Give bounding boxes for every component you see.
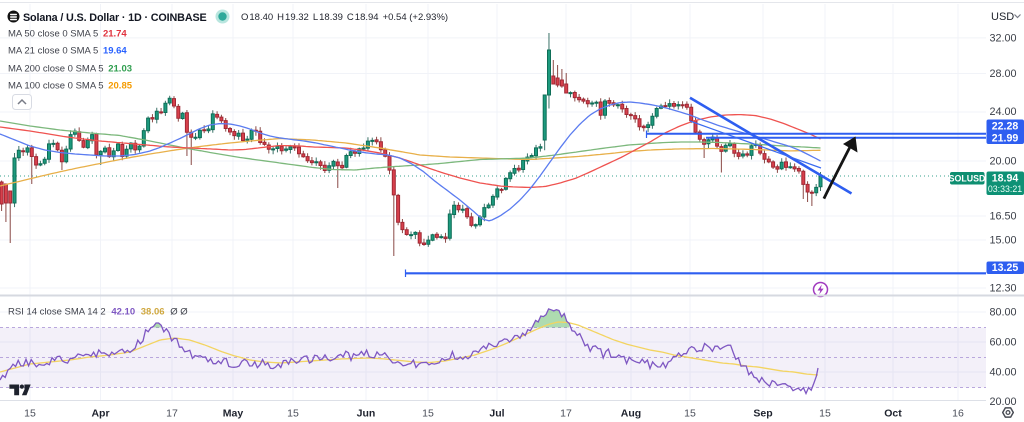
svg-text:24.00: 24.00 bbox=[989, 106, 1016, 118]
svg-text:May: May bbox=[223, 408, 244, 420]
svg-text:MA 200 close 0 SMA 5 21.03: MA 200 close 0 SMA 5 21.03 bbox=[8, 63, 132, 74]
svg-text:80.00: 80.00 bbox=[989, 307, 1016, 319]
svg-text:Solana / U.S. Dollar · 1D · CO: Solana / U.S. Dollar · 1D · COINBASE bbox=[23, 12, 207, 24]
svg-text:USD: USD bbox=[991, 11, 1014, 23]
svg-text:RSI 14 close SMA 14 2 42.10 38: RSI 14 close SMA 14 2 42.10 38.06 Ø Ø bbox=[8, 306, 188, 317]
svg-text:Oct: Oct bbox=[884, 408, 902, 420]
svg-text:15: 15 bbox=[24, 408, 36, 420]
svg-text:MA 50 close 0 SMA 5 21.74: MA 50 close 0 SMA 5 21.74 bbox=[8, 29, 127, 40]
svg-text:15: 15 bbox=[684, 408, 696, 420]
svg-text:MA 100 close 0 SMA 5 20.85: MA 100 close 0 SMA 5 20.85 bbox=[8, 81, 133, 92]
svg-text:40.00: 40.00 bbox=[989, 367, 1016, 379]
svg-text:17: 17 bbox=[166, 408, 178, 420]
svg-text:15: 15 bbox=[422, 408, 434, 420]
svg-text:03:33:21: 03:33:21 bbox=[988, 184, 1022, 194]
svg-text:28.00: 28.00 bbox=[989, 68, 1016, 80]
svg-text:Jul: Jul bbox=[489, 408, 504, 420]
svg-text:21.99: 21.99 bbox=[992, 132, 1019, 144]
svg-text:16.50: 16.50 bbox=[989, 210, 1016, 222]
svg-text:12.30: 12.30 bbox=[989, 283, 1016, 295]
svg-text:17: 17 bbox=[560, 408, 572, 420]
svg-text:Apr: Apr bbox=[91, 408, 109, 420]
svg-text:MA 21 close 0 SMA 5 19.64: MA 21 close 0 SMA 5 19.64 bbox=[8, 46, 127, 57]
svg-text:15.00: 15.00 bbox=[989, 234, 1016, 246]
svg-text:Aug: Aug bbox=[621, 408, 641, 420]
svg-text:60.00: 60.00 bbox=[989, 337, 1016, 349]
svg-text:15: 15 bbox=[287, 408, 299, 420]
svg-text:32.00: 32.00 bbox=[989, 32, 1016, 44]
svg-text:22.28: 22.28 bbox=[992, 121, 1019, 133]
svg-text:Jun: Jun bbox=[357, 408, 376, 420]
svg-text:20.00: 20.00 bbox=[989, 396, 1016, 408]
svg-text:Sep: Sep bbox=[753, 408, 772, 420]
svg-text:13.25: 13.25 bbox=[992, 262, 1019, 274]
svg-text:20.00: 20.00 bbox=[989, 155, 1016, 167]
svg-text:18.94: 18.94 bbox=[992, 173, 1019, 185]
svg-text:15: 15 bbox=[819, 408, 831, 420]
svg-text:SOLUSD: SOLUSD bbox=[949, 173, 986, 183]
svg-text:16: 16 bbox=[952, 408, 964, 420]
